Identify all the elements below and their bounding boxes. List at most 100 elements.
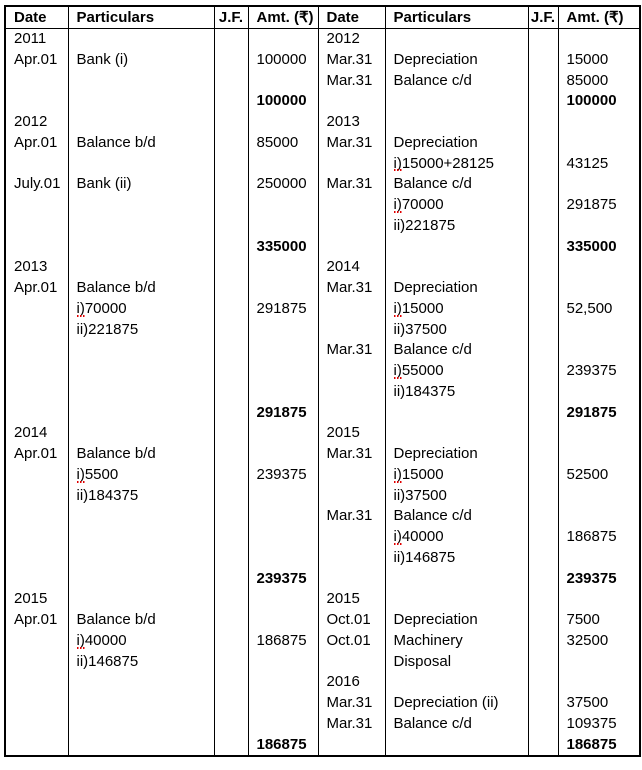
credit-date-cell: Mar.31 xyxy=(317,713,385,735)
debit-amount-cell xyxy=(247,693,318,714)
debit-particulars-cell xyxy=(67,236,214,258)
credit-amount-cell xyxy=(557,319,640,341)
credit-date-cell xyxy=(317,361,385,382)
credit-date-cell xyxy=(317,236,385,258)
credit-jf-cell xyxy=(527,464,558,486)
ledger-row: Apr.01 Balance b/d Mar.31 Depreciation xyxy=(4,278,640,299)
ledger-row: 186875 186875 xyxy=(4,734,640,757)
credit-date-cell xyxy=(317,153,385,175)
credit-particulars-cell: ii)146875 xyxy=(384,547,528,569)
debit-particulars-cell: i)5500 xyxy=(67,464,214,486)
credit-amount-cell xyxy=(557,112,640,133)
debit-jf-cell xyxy=(213,423,248,444)
credit-date-cell: Oct.01 xyxy=(317,610,385,631)
ledger-row: i)15000+28125 43125 xyxy=(4,153,640,175)
header-row: Date Particulars J.F. Amt. (₹) Date Part… xyxy=(4,6,640,29)
credit-amount-cell: 85000 xyxy=(557,70,640,92)
debit-date-cell: 2014 xyxy=(4,423,68,444)
debit-amount-cell xyxy=(247,257,318,278)
debit-date-cell xyxy=(4,236,68,258)
credit-particulars-cell: ii)184375 xyxy=(384,381,528,403)
debit-amount-cell xyxy=(247,444,318,465)
debit-date-cell xyxy=(4,651,68,673)
debit-date-cell xyxy=(4,195,68,216)
debit-amount-cell xyxy=(247,547,318,569)
credit-particulars-cell: Machinery xyxy=(384,630,528,652)
credit-amount-cell: 239375 xyxy=(557,568,640,590)
credit-particulars-cell xyxy=(384,672,528,693)
debit-jf-cell xyxy=(213,236,248,258)
debit-particulars-cell xyxy=(67,340,214,361)
ledger-row: Mar.31 Depreciation (ii) 37500 xyxy=(4,693,640,714)
ledger-row: 335000 335000 xyxy=(4,236,640,258)
credit-particulars-cell: Depreciation xyxy=(384,444,528,465)
debit-particulars-cell: ii)146875 xyxy=(67,651,214,673)
debit-amount-cell xyxy=(247,651,318,673)
debit-particulars-cell: Balance b/d xyxy=(67,444,214,465)
credit-date-cell xyxy=(317,568,385,590)
credit-particulars-cell xyxy=(384,257,528,278)
debit-particulars-cell xyxy=(67,672,214,693)
credit-amount-cell xyxy=(557,278,640,299)
debit-amount-header: Amt. (₹) xyxy=(247,6,318,29)
credit-jf-cell xyxy=(527,734,558,757)
credit-particulars-cell: ii)221875 xyxy=(384,215,528,237)
ledger-row: Apr.01 Balance b/d 85000 Mar.31 Deprecia… xyxy=(4,132,640,154)
ledger-row: ii)184375 ii)37500 xyxy=(4,485,640,507)
debit-amount-cell xyxy=(247,215,318,237)
credit-jf-cell xyxy=(527,589,558,610)
ledger-row: i)5500 239375 i)15000 52500 xyxy=(4,464,640,486)
debit-date-cell: 2011 xyxy=(4,28,68,50)
credit-date-cell: Mar.31 xyxy=(317,506,385,527)
credit-amount-cell xyxy=(557,547,640,569)
credit-particulars-cell xyxy=(384,402,528,424)
credit-jf-cell xyxy=(527,132,558,154)
credit-date-cell xyxy=(317,195,385,216)
credit-date-cell xyxy=(317,527,385,548)
debit-date-cell xyxy=(4,361,68,382)
credit-amount-cell: 52,500 xyxy=(557,298,640,320)
debit-date-cell: 2013 xyxy=(4,257,68,278)
debit-amount-cell xyxy=(247,361,318,382)
debit-date-cell xyxy=(4,402,68,424)
credit-amount-cell xyxy=(557,485,640,507)
debit-date-cell xyxy=(4,70,68,92)
debit-jf-cell xyxy=(213,651,248,673)
debit-jf-cell xyxy=(213,610,248,631)
debit-amount-cell: 100000 xyxy=(247,91,318,112)
debit-particulars-cell xyxy=(67,402,214,424)
credit-amount-cell: 32500 xyxy=(557,630,640,652)
credit-particulars-cell xyxy=(384,423,528,444)
debit-jf-cell xyxy=(213,319,248,341)
credit-particulars-cell: Balance c/d xyxy=(384,506,528,527)
ledger-row: 291875 291875 xyxy=(4,402,640,424)
ledger-row: ii)146875 Disposal xyxy=(4,651,640,673)
credit-jf-cell xyxy=(527,278,558,299)
credit-particulars-cell: Balance c/d xyxy=(384,713,528,735)
credit-particulars-cell: Balance c/d xyxy=(384,340,528,361)
credit-date-cell: Mar.31 xyxy=(317,693,385,714)
debit-date-cell: Apr.01 xyxy=(4,278,68,299)
credit-jf-cell xyxy=(527,693,558,714)
debit-particulars-cell xyxy=(67,423,214,444)
credit-date-cell xyxy=(317,734,385,757)
credit-date-cell xyxy=(317,464,385,486)
debit-particulars-cell xyxy=(67,257,214,278)
ledger-table: Date Particulars J.F. Amt. (₹) Date Part… xyxy=(4,5,641,758)
ledger-row: Mar.31 Balance c/d 109375 xyxy=(4,713,640,735)
debit-amount-cell: 186875 xyxy=(247,630,318,652)
credit-amount-cell: 186875 xyxy=(557,734,640,757)
debit-date-cell xyxy=(4,568,68,590)
credit-particulars-cell: Disposal xyxy=(384,651,528,673)
credit-particulars-cell: i)15000+28125 xyxy=(384,153,528,175)
debit-particulars-cell: Balance b/d xyxy=(67,278,214,299)
debit-jf-cell xyxy=(213,630,248,652)
credit-amount-cell: 291875 xyxy=(557,195,640,216)
credit-amount-cell xyxy=(557,132,640,154)
debit-amount-cell xyxy=(247,589,318,610)
debit-date-cell xyxy=(4,319,68,341)
debit-date-cell xyxy=(4,506,68,527)
credit-amount-cell: 335000 xyxy=(557,236,640,258)
debit-jf-cell xyxy=(213,693,248,714)
credit-particulars-cell: ii)37500 xyxy=(384,485,528,507)
